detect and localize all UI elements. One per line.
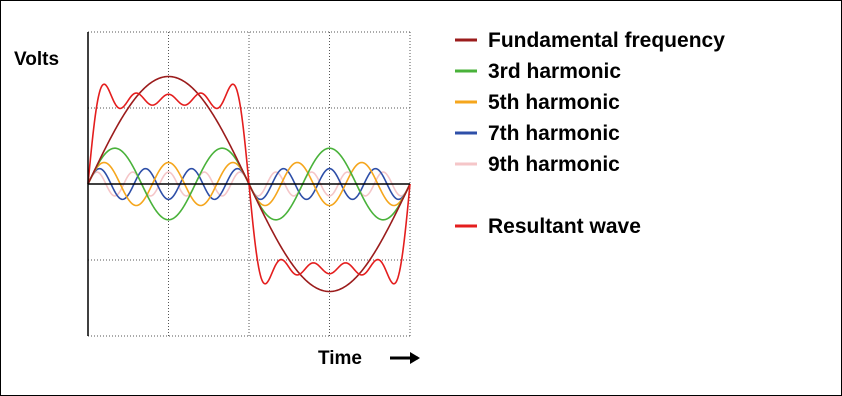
legend-item-0: Fundamental frequency: [455, 29, 725, 52]
legend-label-1: 3rd harmonic: [488, 60, 621, 83]
legend-label-2: 5th harmonic: [488, 91, 620, 114]
legend-label-5: Resultant wave: [488, 215, 641, 238]
y-axis-label: Volts: [14, 49, 59, 70]
legend-label-0: Fundamental frequency: [488, 29, 725, 52]
legend-label-4: 9th harmonic: [488, 153, 620, 176]
legend-item-1: 3rd harmonic: [455, 60, 621, 83]
legend-item-3: 7th harmonic: [455, 122, 620, 145]
legend-item-4: 9th harmonic: [455, 153, 620, 176]
x-axis-arrow: [390, 352, 420, 364]
legend-label-3: 7th harmonic: [488, 122, 620, 145]
x-axis-label: Time: [318, 348, 362, 369]
legend-item-2: 5th harmonic: [455, 91, 620, 114]
legend: Fundamental frequency 3rd harmonic 5th har…: [455, 29, 725, 238]
plot-axes: [87, 32, 410, 336]
legend-item-5: Resultant wave: [455, 215, 641, 238]
